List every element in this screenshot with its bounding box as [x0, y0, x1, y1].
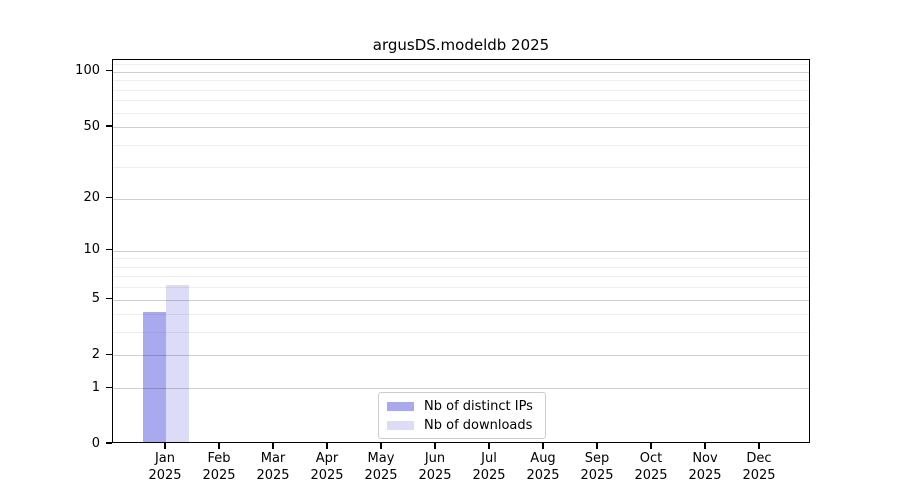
x-tick-mark	[758, 443, 760, 449]
y-tick-mark	[106, 442, 112, 444]
x-tick-label: Feb 2025	[202, 451, 236, 483]
chart-title: argusDS.modeldb 2025	[372, 36, 550, 54]
y-tick-mark	[106, 353, 112, 355]
minor-gridline	[113, 314, 809, 316]
x-tick-label: Oct 2025	[634, 451, 668, 483]
y-tick-mark	[106, 125, 112, 127]
y-tick-mark	[106, 297, 112, 300]
minor-gridline	[113, 64, 809, 66]
x-tick-mark	[164, 443, 166, 449]
major-gridline	[113, 388, 809, 390]
minor-gridline	[113, 287, 809, 289]
x-tick-mark	[272, 443, 274, 449]
bar-distinct-ips	[143, 312, 166, 442]
y-tick-label: 1	[91, 379, 100, 395]
y-tick-label: 5	[91, 291, 100, 306]
plot-area	[112, 59, 810, 443]
legend-label-distinct-ips: Nb of distinct IPs	[424, 398, 533, 414]
legend-item-distinct-ips: Nb of distinct IPs	[387, 398, 536, 414]
y-tick-mark	[106, 249, 112, 251]
minor-gridline	[113, 112, 809, 114]
y-tick-label: 100	[75, 63, 100, 79]
x-tick-mark	[704, 443, 706, 449]
x-tick-mark	[380, 443, 382, 449]
x-tick-label: Apr 2025	[310, 451, 344, 483]
x-tick-label: Dec 2025	[742, 451, 776, 483]
minor-gridline	[113, 144, 809, 146]
y-tick-label: 0	[91, 435, 100, 451]
y-tick-label: 2	[91, 346, 100, 362]
major-gridline	[113, 250, 809, 252]
x-tick-mark	[596, 443, 598, 449]
x-tick-label: Mar 2025	[256, 451, 290, 483]
x-tick-mark	[542, 443, 544, 449]
bars-layer	[113, 60, 809, 442]
legend-swatch-downloads-icon	[387, 420, 414, 430]
bar-downloads	[166, 285, 189, 442]
x-tick-label: May 2025	[364, 451, 398, 483]
grid-layer	[113, 60, 809, 442]
y-tick-label: 20	[83, 190, 100, 205]
minor-gridline	[113, 167, 809, 169]
y-tick-mark	[106, 386, 112, 388]
minor-gridline	[113, 89, 809, 91]
minor-gridline	[113, 276, 809, 278]
minor-gridline	[113, 258, 809, 260]
x-tick-mark	[650, 443, 652, 449]
y-tick-label: 10	[83, 242, 100, 258]
major-gridline	[113, 355, 809, 357]
minor-gridline	[113, 332, 809, 334]
x-tick-label: Sep 2025	[580, 451, 614, 483]
major-gridline	[113, 299, 809, 301]
legend: Nb of distinct IPs Nb of downloads	[378, 392, 546, 439]
x-tick-label: Jun 2025	[418, 451, 452, 483]
minor-gridline	[113, 266, 809, 268]
major-gridline	[113, 198, 809, 200]
minor-gridline	[113, 80, 809, 82]
x-tick-mark	[488, 443, 490, 449]
x-tick-mark	[326, 443, 328, 449]
x-tick-label: Jul 2025	[472, 451, 506, 483]
major-gridline	[113, 71, 809, 73]
y-tick-mark	[106, 70, 112, 72]
x-tick-label: Nov 2025	[688, 451, 722, 483]
legend-label-downloads: Nb of downloads	[424, 417, 533, 433]
legend-swatch-distinct-ips-icon	[387, 401, 414, 411]
legend-item-downloads: Nb of downloads	[387, 417, 536, 433]
x-tick-label: Aug 2025	[526, 451, 560, 483]
y-tick-mark	[106, 196, 112, 199]
major-gridline	[113, 127, 809, 128]
x-tick-label: Jan 2025	[148, 451, 182, 483]
x-tick-mark	[434, 443, 436, 449]
minor-gridline	[113, 100, 809, 102]
y-tick-label: 50	[83, 118, 100, 134]
x-tick-mark	[218, 443, 220, 449]
